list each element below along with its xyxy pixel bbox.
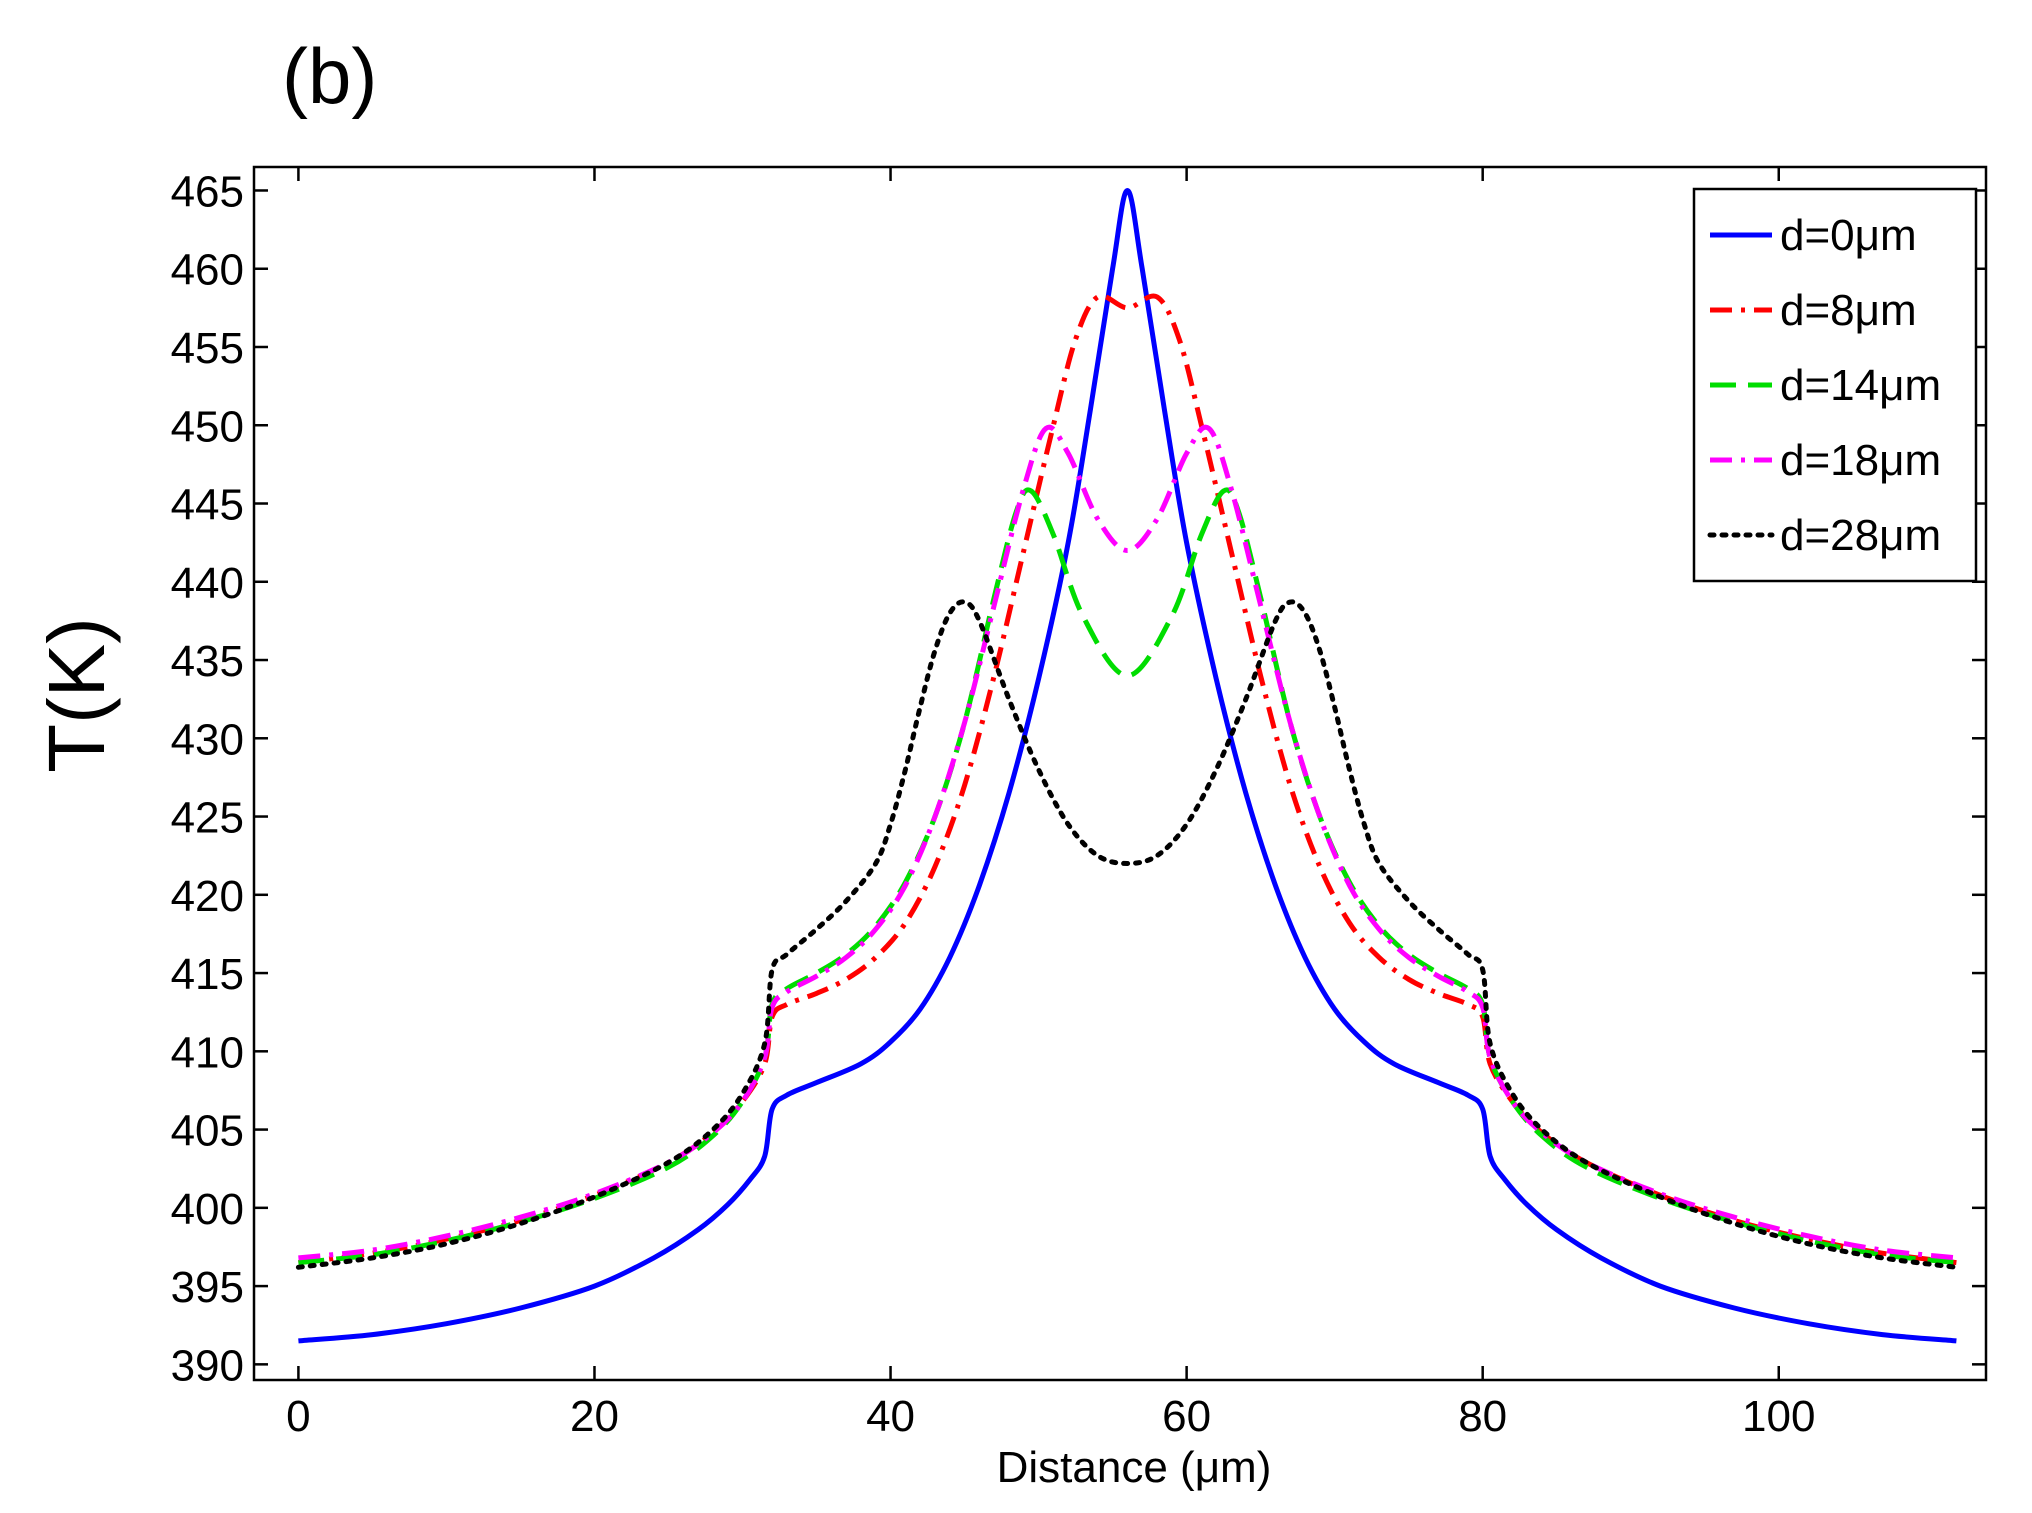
y-tick-label: 465 [171,167,244,216]
x-tick-label: 0 [286,1392,310,1441]
legend-box [1692,187,1978,583]
legend: d=0μm d=8μm d=14μm d=18μm d=28μm [1692,187,1978,583]
y-tick-label: 450 [171,402,244,451]
y-tick-label: 435 [171,637,244,686]
legend-label-2: d=14μm [1780,361,1941,410]
x-tick-label: 80 [1458,1392,1507,1441]
series-line-4 [295,599,1959,1270]
y-tick-label: 420 [171,872,244,921]
x-axis: 0 20 40 60 80 100 [286,167,1815,1441]
legend-label-3: d=18μm [1780,436,1941,485]
series-layer [295,188,1959,1344]
x-tick-label: 20 [570,1392,619,1441]
y-tick-label: 440 [171,559,244,608]
y-tick-label: 410 [171,1028,244,1077]
x-tick-label: 100 [1742,1392,1815,1441]
y-tick-label: 430 [171,715,244,764]
y-tick-label: 455 [171,324,244,373]
y-tick-label: 460 [171,246,244,295]
y-tick-label: 415 [171,950,244,999]
legend-label-0: d=0μm [1780,211,1917,260]
x-axis-label: Distance (μm) [997,1443,1272,1492]
y-axis: 390 395 400 405 410 415 420 425 430 435 440 445 450 4… [171,167,1986,1390]
y-tick-label: 400 [171,1185,244,1234]
panel-label: (b) [282,32,377,120]
legend-label-4: d=28μm [1780,511,1941,560]
legend-label-1: d=8μm [1780,286,1917,335]
y-tick-label: 395 [171,1263,244,1312]
y-tick-label: 390 [171,1341,244,1390]
series-line-3 [298,424,1957,1261]
y-tick-label: 445 [171,481,244,530]
x-tick-label: 40 [866,1392,915,1441]
y-tick-label: 405 [171,1107,244,1156]
series-line-0 [298,188,1957,1344]
plot-area [252,165,1988,1382]
y-tick-label: 425 [171,794,244,843]
x-tick-label: 60 [1162,1392,1211,1441]
y-axis-label: T(K) [32,617,121,773]
